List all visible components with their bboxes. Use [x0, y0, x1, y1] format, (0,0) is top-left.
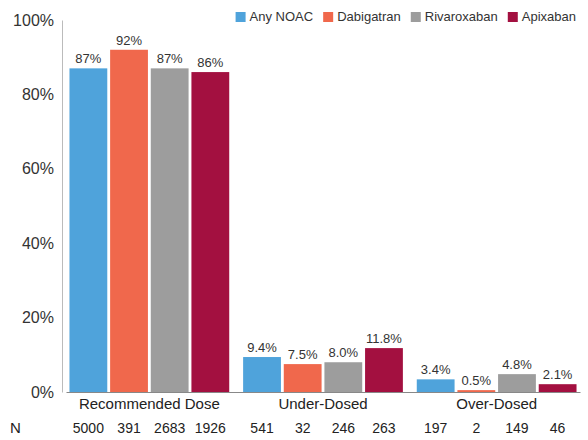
data-label: 3.4% — [421, 362, 451, 377]
y-axis: 0% 20% 40% 60% 80% 100% — [13, 12, 62, 401]
bars — [69, 50, 576, 392]
x-tick: Under-Dosed — [278, 392, 367, 412]
x-tick-label: Over-Dosed — [456, 395, 537, 412]
count-label: 391 — [117, 420, 141, 436]
count-label: 46 — [550, 420, 566, 436]
legend-swatch — [323, 12, 333, 22]
legend: Any NOAC Dabigatran Rivaroxaban Apixaban — [236, 9, 576, 24]
legend-item: Apixaban — [508, 9, 576, 24]
legend-item: Any NOAC — [236, 9, 314, 24]
legend-label: Any NOAC — [250, 9, 314, 24]
counts-label: N — [10, 419, 21, 436]
y-tick-label: 60% — [22, 160, 54, 177]
y-tick-label: 20% — [22, 309, 54, 326]
count-label: 2683 — [154, 420, 185, 436]
bar — [365, 348, 403, 392]
bar — [457, 390, 495, 392]
bar — [539, 384, 577, 392]
x-tick: Recommended Dose — [79, 392, 220, 412]
bar — [191, 72, 229, 392]
y-tick: 0% — [31, 384, 62, 401]
data-label: 0.5% — [462, 373, 492, 388]
counts-row: N 5000 541 197 391 32 2 2683 246 149 1926 263 46 — [10, 419, 566, 436]
x-axis: Recommended Dose Under-Dosed Over-Dosed — [67, 392, 581, 412]
bar — [498, 374, 536, 392]
data-label: 86% — [197, 55, 223, 70]
chart: 0% 20% 40% 60% 80% 100% 87% 9.4% 3.4% 92% 7.5% 0.5%… — [0, 0, 588, 440]
x-tick: Over-Dosed — [456, 392, 537, 412]
y-tick: 40% — [22, 235, 62, 252]
bar — [110, 50, 148, 392]
data-label: 2.1% — [543, 367, 573, 382]
count-label: 32 — [295, 420, 311, 436]
count-label: 1926 — [195, 420, 226, 436]
data-label: 87% — [75, 51, 101, 66]
data-label: 11.8% — [366, 331, 402, 346]
y-tick-label: 40% — [22, 235, 54, 252]
legend-item: Dabigatran — [323, 9, 401, 24]
legend-swatch — [236, 12, 246, 22]
count-label: 197 — [424, 420, 448, 436]
x-axis-line — [67, 392, 581, 393]
y-axis-line — [62, 21, 63, 393]
plot: 0% 20% 40% 60% 80% 100% 87% 9.4% 3.4% 92% 7.5% 0.5%… — [10, 12, 581, 436]
data-label: 7.5% — [288, 347, 318, 362]
y-tick: 60% — [22, 160, 62, 177]
x-tick-label: Recommended Dose — [79, 395, 220, 412]
bar — [324, 362, 362, 392]
bar — [417, 379, 455, 392]
bar — [151, 68, 189, 392]
legend-label: Rivaroxaban — [425, 9, 498, 24]
data-label: 87% — [157, 51, 183, 66]
x-tick-label: Under-Dosed — [278, 395, 367, 412]
legend-label: Dabigatran — [337, 9, 401, 24]
y-tick-label: 80% — [22, 86, 54, 103]
count-label: 2 — [472, 420, 480, 436]
data-label: 4.8% — [502, 357, 532, 372]
count-label: 246 — [332, 420, 356, 436]
bar — [243, 357, 281, 392]
legend-item: Rivaroxaban — [411, 9, 498, 24]
count-label: 5000 — [73, 420, 104, 436]
legend-swatch — [508, 12, 518, 22]
count-label: 263 — [372, 420, 396, 436]
y-tick: 100% — [13, 12, 62, 29]
data-label: 92% — [116, 33, 142, 48]
data-label: 8.0% — [329, 345, 359, 360]
data-labels: 87% 9.4% 3.4% 92% 7.5% 0.5% 87% 8.0% 4.8% 86% 11.8… — [75, 33, 573, 388]
data-label: 9.4% — [247, 340, 277, 355]
y-tick-label: 100% — [13, 12, 54, 29]
y-tick-label: 0% — [31, 384, 54, 401]
legend-label: Apixaban — [522, 9, 576, 24]
count-label: 149 — [505, 420, 529, 436]
bar — [69, 68, 107, 392]
count-label: 541 — [250, 420, 274, 436]
y-tick: 80% — [22, 86, 62, 103]
bar — [284, 364, 322, 392]
y-tick: 20% — [22, 309, 62, 326]
legend-swatch — [411, 12, 421, 22]
